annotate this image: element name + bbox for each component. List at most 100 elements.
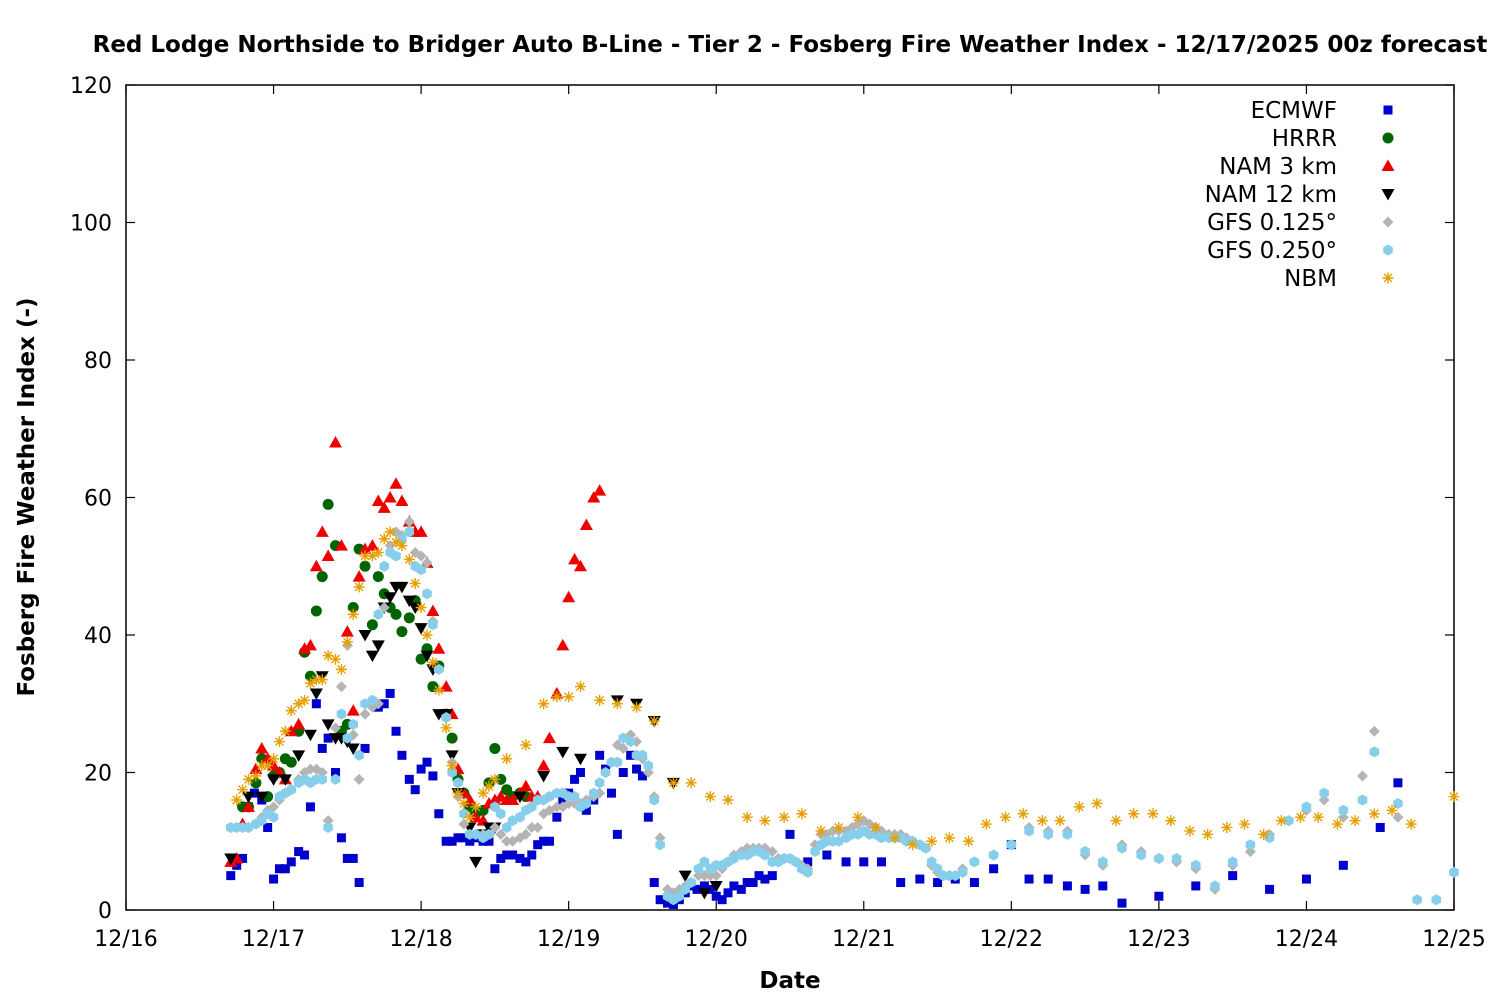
data-point — [544, 836, 554, 846]
data-point — [519, 779, 533, 792]
data-point — [841, 857, 851, 867]
x-axis: 12/16 12/17 12/18 12/19 12/20 12/21 12/22 12/23… — [94, 85, 1486, 952]
data-point — [303, 638, 317, 651]
data-point — [876, 832, 887, 844]
legend-marker — [1383, 105, 1393, 115]
data-point — [432, 642, 446, 654]
data-point — [383, 592, 397, 604]
data-point — [285, 756, 297, 768]
data-point — [932, 863, 943, 875]
data-point — [316, 571, 328, 583]
data-point — [513, 791, 527, 804]
data-point — [273, 736, 285, 748]
data-point — [255, 741, 269, 754]
data-point — [470, 801, 482, 813]
series-0 — [226, 688, 1403, 909]
x-tick-label: 12/17 — [242, 927, 305, 952]
data-point — [508, 850, 518, 860]
data-point — [365, 539, 379, 551]
data-point — [698, 870, 710, 882]
data-point — [465, 836, 475, 846]
data-point — [1091, 797, 1103, 809]
data-point — [366, 619, 378, 631]
data-point — [1147, 808, 1159, 820]
data-point — [742, 878, 752, 887]
data-point — [501, 822, 512, 833]
data-point — [617, 742, 629, 754]
data-point — [1202, 828, 1214, 840]
data-point — [321, 719, 335, 731]
data-point — [552, 812, 562, 822]
data-point — [366, 550, 378, 562]
data-point — [292, 750, 306, 762]
data-point — [496, 853, 506, 863]
data-point — [243, 822, 254, 833]
data-point — [600, 767, 611, 778]
data-point — [1265, 884, 1275, 894]
data-point — [562, 590, 576, 603]
series-4 — [231, 516, 1404, 899]
series-6 — [231, 526, 1460, 851]
data-point — [563, 691, 575, 703]
data-point — [515, 811, 525, 823]
data-point — [263, 823, 273, 832]
data-point — [379, 699, 389, 709]
data-point — [506, 793, 520, 805]
data-point — [588, 787, 599, 799]
data-point — [1449, 866, 1459, 878]
legend-label: GFS 0.250° — [1207, 238, 1337, 264]
data-point — [322, 498, 334, 510]
data-point — [1275, 815, 1287, 827]
data-point — [527, 801, 537, 813]
data-point — [414, 525, 428, 537]
data-point — [680, 883, 690, 895]
data-point — [796, 808, 808, 820]
data-point — [1319, 787, 1329, 799]
data-point — [704, 870, 716, 882]
data-point — [310, 674, 322, 686]
data-point — [331, 768, 341, 777]
data-point — [446, 760, 458, 772]
data-point — [699, 881, 709, 891]
data-point — [573, 753, 587, 766]
data-point — [489, 773, 501, 785]
data-point — [323, 822, 333, 833]
data-point — [348, 853, 358, 863]
data-point — [237, 784, 249, 796]
y-tick-label: 60 — [84, 487, 112, 512]
data-point — [612, 756, 623, 768]
data-point — [385, 688, 395, 698]
data-point — [447, 767, 457, 778]
data-point — [268, 801, 280, 813]
data-point — [1312, 811, 1324, 823]
data-point — [705, 884, 715, 894]
data-point — [704, 791, 716, 803]
data-point — [469, 856, 483, 869]
data-point — [1036, 815, 1048, 827]
data-point — [415, 550, 427, 562]
data-point — [1338, 860, 1348, 870]
x-tick-label: 12/24 — [1275, 927, 1338, 952]
data-point — [1043, 874, 1053, 884]
data-point — [348, 718, 358, 730]
data-point — [354, 878, 364, 887]
series-3 — [224, 581, 723, 900]
data-point — [267, 774, 281, 786]
data-point — [269, 874, 279, 884]
data-point — [1338, 804, 1349, 816]
data-point — [359, 708, 371, 720]
data-point — [1184, 825, 1196, 837]
data-point — [632, 764, 642, 774]
data-point — [581, 805, 591, 815]
data-point — [422, 757, 432, 767]
data-point — [403, 612, 415, 624]
data-point — [489, 822, 501, 833]
data-point — [1006, 839, 1017, 851]
data-point — [612, 829, 622, 839]
data-point — [593, 484, 607, 496]
data-point — [1244, 846, 1256, 858]
data-point — [542, 731, 556, 744]
data-point — [330, 653, 342, 665]
data-point — [279, 725, 291, 737]
data-point — [699, 856, 710, 868]
